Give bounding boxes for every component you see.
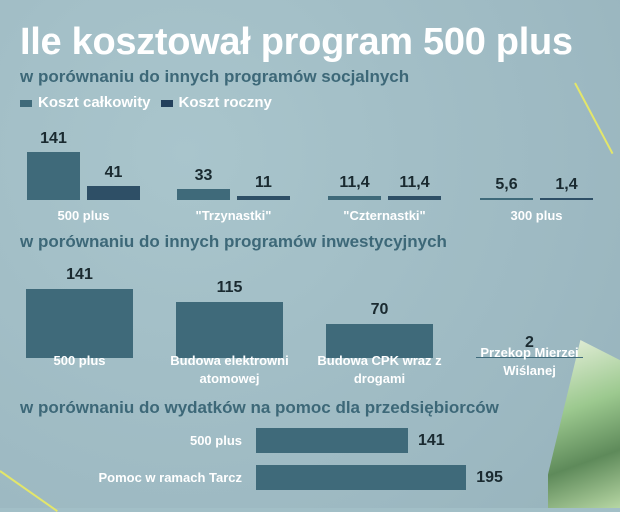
legend-swatch (20, 100, 32, 107)
category-label: 500 plus (57, 208, 110, 223)
value-label: 11,4 (339, 174, 370, 192)
bar-investment (476, 357, 583, 358)
bar-annual (540, 198, 593, 200)
category-label: Przekop Mierzei Wiślanej (480, 345, 579, 378)
legend-item-annual: Koszt roczny (160, 94, 272, 111)
section-title-business: w porównaniu do wydatków na pomoc dla pr… (20, 398, 499, 417)
bar-total (480, 198, 533, 200)
category-label: 500 plus (189, 433, 242, 448)
legend: Koszt całkowity Koszt roczny (20, 94, 272, 111)
legend-swatch (160, 100, 173, 107)
bar-business (256, 428, 408, 453)
value-label: 41 (104, 164, 123, 182)
bar-business (256, 465, 467, 490)
value-label: 70 (370, 300, 389, 318)
value-label: 141 (418, 432, 445, 449)
category-label: Budowa CPK wraz z drogami (317, 353, 442, 386)
value-label: 5,6 (495, 176, 518, 193)
value-label: 195 (476, 469, 503, 486)
section-title-investment: w porównaniu do innych programów inwesty… (20, 232, 447, 251)
value-label: 33 (194, 166, 213, 184)
bar-investment (326, 323, 433, 358)
value-label: 11,4 (399, 174, 430, 192)
category-label: "Czternastki" (343, 208, 426, 223)
category-label: 300 plus (510, 208, 563, 223)
category-label: Pomoc w ramach Tarcz (98, 470, 242, 485)
section-title-social: w porównaniu do innych programów socjaln… (20, 67, 410, 86)
page-title: Ile kosztował program 500 plus (20, 21, 573, 63)
category-label: 500 plus (53, 353, 106, 368)
bar-investment (176, 301, 283, 358)
bar-investment (26, 289, 133, 358)
decorative-line (574, 82, 614, 155)
bar-annual (388, 196, 441, 200)
bar-total (27, 152, 80, 200)
value-label: 2 (525, 334, 534, 351)
decorative-line (0, 470, 58, 512)
bar-annual (237, 196, 290, 200)
value-label: 11 (255, 174, 272, 192)
value-label: 115 (216, 278, 243, 296)
category-label: "Trzynastki" (195, 208, 272, 223)
value-label: 141 (40, 130, 67, 147)
bar-total (328, 196, 381, 200)
bar-total (177, 188, 230, 200)
bar-annual (87, 186, 140, 200)
legend-item-total: Koszt całkowity (20, 94, 151, 111)
category-label: Budowa elektrowni atomowej (170, 353, 289, 386)
value-label: 1,4 (555, 176, 578, 193)
value-label: 141 (66, 266, 93, 283)
